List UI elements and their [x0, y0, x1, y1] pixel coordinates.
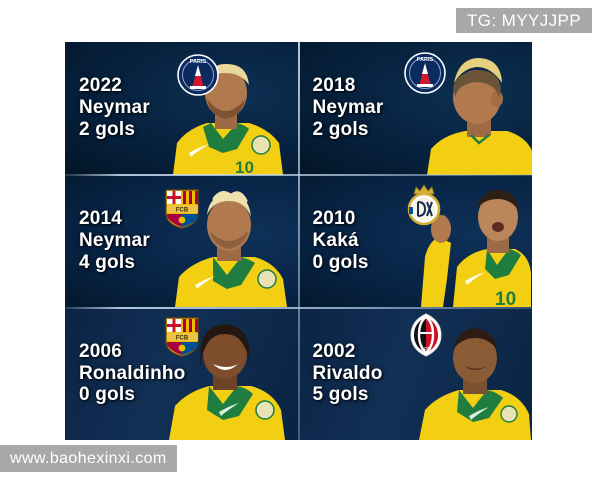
watermark-bottom-left-text: www.baohexinxi.com [10, 449, 167, 467]
caption-player: Rivaldo [312, 362, 383, 384]
caption-2018: 2018 Neymar 2 gols [313, 76, 384, 142]
caption-2010: 2010 Kaká 0 gols [313, 208, 369, 274]
caption-year: 2002 [312, 340, 356, 362]
caption-player: Ronaldinho [79, 362, 186, 384]
barcelona-crest: FCB [163, 187, 201, 229]
player-silhouette [169, 324, 285, 440]
player-silhouette [418, 328, 531, 440]
player-silhouette: 10 [173, 63, 283, 175]
caption-year: 2014 [79, 208, 123, 230]
player-silhouette [426, 57, 532, 175]
watermark-top-right-text: TG: MYYJJPP [467, 10, 581, 30]
player-photo-neymar-2022: 10 [153, 57, 299, 175]
caption-year: 2010 [312, 208, 356, 230]
caption-2002: 2002 Rivaldo 5 gols [313, 341, 383, 407]
caption-2022: 2022 Neymar 2 gols [79, 76, 150, 142]
collage-panel-2018: PARIS 2018 Neymar 2 gols [298, 42, 532, 175]
photo-collage: 10 PARIS 2022 Neymar 2 gols [65, 42, 532, 440]
collage-panel-2022: 10 PARIS 2022 Neymar 2 gols [65, 42, 299, 175]
svg-text:FCB: FCB [176, 207, 189, 213]
psg-crest: PARIS [403, 52, 446, 94]
caption-goals: 4 gols [79, 251, 136, 273]
player-photo-kaka-2010: 10 [391, 183, 533, 308]
caption-goals: 2 gols [312, 119, 369, 141]
player-photo-rivaldo-2002 [409, 318, 533, 440]
caption-goals: 0 gols [79, 384, 136, 406]
psg-crest: PARIS [177, 54, 219, 96]
collage-panel-2014: FCB 2014 Neymar 4 gols [65, 174, 299, 308]
watermark-top-right: TG: MYYJJPP [456, 8, 592, 33]
caption-player: Neymar [79, 230, 150, 252]
collage-panel-2002: ACM 2002 Rivaldo 5 gols [298, 307, 533, 440]
caption-player: Neymar [312, 97, 384, 119]
watermark-bottom-left: www.baohexinxi.com [0, 445, 177, 472]
player-silhouette [175, 191, 287, 308]
svg-text:10: 10 [235, 158, 254, 175]
real-madrid-crest [404, 183, 444, 229]
ac-milan-crest: ACM [409, 313, 443, 357]
caption-goals: 5 gols [312, 384, 369, 406]
barcelona-crest: FCB [163, 315, 201, 357]
svg-text:PARIS: PARIS [190, 59, 207, 65]
collage-panel-2006: FCB 2006 Ronaldinho 0 gols [65, 307, 299, 440]
svg-text:FCB: FCB [176, 336, 189, 342]
caption-2014: 2014 Neymar 4 gols [79, 208, 150, 274]
caption-year: 2006 [79, 340, 123, 362]
caption-goals: 2 gols [79, 119, 136, 141]
caption-2006: 2006 Ronaldinho 0 gols [79, 341, 185, 407]
player-photo-neymar-2018 [419, 53, 532, 175]
caption-player: Kaká [312, 230, 359, 252]
player-photo-ronaldinho-2006 [153, 318, 299, 440]
collage-panel-2010: 10 2010 Kaká 0 gols [298, 174, 533, 308]
caption-goals: 0 gols [312, 251, 369, 273]
svg-text:ACM: ACM [420, 346, 430, 351]
svg-text:PARIS: PARIS [416, 57, 433, 63]
caption-year: 2022 [79, 75, 123, 97]
caption-year: 2018 [312, 75, 356, 97]
player-photo-neymar-2014 [157, 187, 299, 308]
player-silhouette: 10 [420, 190, 531, 308]
svg-text:10: 10 [495, 289, 516, 307]
caption-player: Neymar [79, 97, 150, 119]
